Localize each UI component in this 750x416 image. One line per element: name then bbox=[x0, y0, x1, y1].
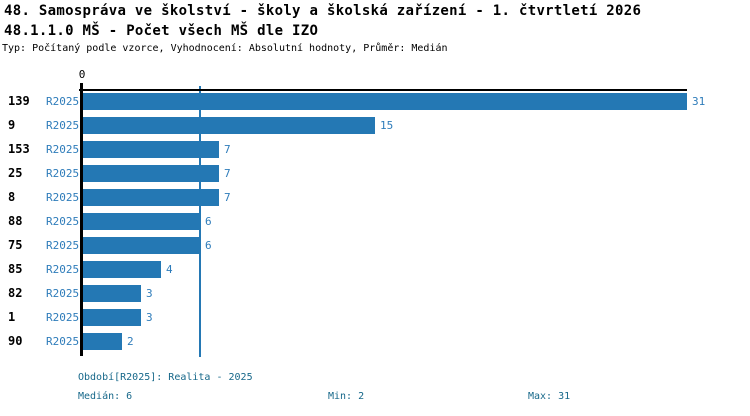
bar bbox=[83, 93, 687, 110]
footer-min-label: Min: 2 bbox=[328, 391, 365, 402]
row-series-label: R2025 bbox=[46, 119, 80, 132]
row-category-label: 1 bbox=[8, 310, 16, 324]
page-title-line2: 48.1.1.0 MŠ - Počet všech MŠ dle IZO bbox=[4, 23, 319, 39]
chart-row: 8 R2025 7 bbox=[0, 189, 750, 213]
bar bbox=[83, 285, 141, 302]
y-axis-line bbox=[80, 83, 83, 356]
page-title-line1: 48. Samospráva ve školství - školy a ško… bbox=[4, 3, 642, 19]
row-category-label: 153 bbox=[8, 142, 30, 156]
row-series-label: R2025 bbox=[46, 335, 80, 348]
bar-value-label: 6 bbox=[205, 215, 212, 228]
chart-subtitle: Typ: Počítaný podle vzorce, Vyhodnocení:… bbox=[2, 43, 448, 54]
row-series-label: R2025 bbox=[46, 215, 80, 228]
bar bbox=[83, 213, 200, 230]
footer-median-label: Medián: 6 bbox=[78, 391, 133, 402]
bar-value-label: 15 bbox=[380, 119, 394, 132]
row-category-label: 25 bbox=[8, 166, 23, 180]
chart-row: 25 R2025 7 bbox=[0, 165, 750, 189]
bar-value-label: 4 bbox=[166, 263, 173, 276]
row-series-label: R2025 bbox=[46, 143, 80, 156]
row-series-label: R2025 bbox=[46, 95, 80, 108]
chart-row: 85 R2025 4 bbox=[0, 261, 750, 285]
bar bbox=[83, 141, 219, 158]
bar-value-label: 3 bbox=[146, 311, 153, 324]
chart-row: 90 R2025 2 bbox=[0, 333, 750, 357]
chart-row: 153 R2025 7 bbox=[0, 141, 750, 165]
chart-row: 82 R2025 3 bbox=[0, 285, 750, 309]
x-axis-line bbox=[79, 89, 687, 91]
chart-row: 88 R2025 6 bbox=[0, 213, 750, 237]
row-category-label: 8 bbox=[8, 190, 16, 204]
footer-max-label: Max: 31 bbox=[528, 391, 571, 402]
row-category-label: 139 bbox=[8, 94, 30, 108]
bar-value-label: 2 bbox=[127, 335, 134, 348]
chart-row: 139 R2025 31 bbox=[0, 93, 750, 117]
bar-value-label: 31 bbox=[692, 95, 706, 108]
bar bbox=[83, 117, 375, 134]
row-category-label: 75 bbox=[8, 238, 23, 252]
row-series-label: R2025 bbox=[46, 167, 80, 180]
chart-rows: 139 R2025 31 9 R2025 15 153 R2025 7 25 R… bbox=[0, 93, 750, 357]
row-series-label: R2025 bbox=[46, 263, 80, 276]
bar bbox=[83, 333, 122, 350]
bar-value-label: 7 bbox=[224, 167, 231, 180]
row-series-label: R2025 bbox=[46, 287, 80, 300]
bar bbox=[83, 189, 219, 206]
bar-value-label: 7 bbox=[224, 143, 231, 156]
median-reference-line bbox=[199, 86, 201, 357]
x-axis-zero-tick-label: 0 bbox=[78, 68, 86, 81]
row-series-label: R2025 bbox=[46, 239, 80, 252]
row-category-label: 88 bbox=[8, 214, 23, 228]
chart-row: 75 R2025 6 bbox=[0, 237, 750, 261]
bar bbox=[83, 261, 161, 278]
row-series-label: R2025 bbox=[46, 191, 80, 204]
row-category-label: 9 bbox=[8, 118, 16, 132]
bar-value-label: 6 bbox=[205, 239, 212, 252]
row-category-label: 82 bbox=[8, 286, 23, 300]
row-series-label: R2025 bbox=[46, 311, 80, 324]
row-category-label: 85 bbox=[8, 262, 23, 276]
row-category-label: 90 bbox=[8, 334, 23, 348]
bar-value-label: 3 bbox=[146, 287, 153, 300]
bar bbox=[83, 237, 200, 254]
bar bbox=[83, 309, 141, 326]
chart-row: 1 R2025 3 bbox=[0, 309, 750, 333]
footer-period-label: Období[R2025]: Realita - 2025 bbox=[78, 372, 253, 383]
chart-row: 9 R2025 15 bbox=[0, 117, 750, 141]
bar bbox=[83, 165, 219, 182]
bar-value-label: 7 bbox=[224, 191, 231, 204]
